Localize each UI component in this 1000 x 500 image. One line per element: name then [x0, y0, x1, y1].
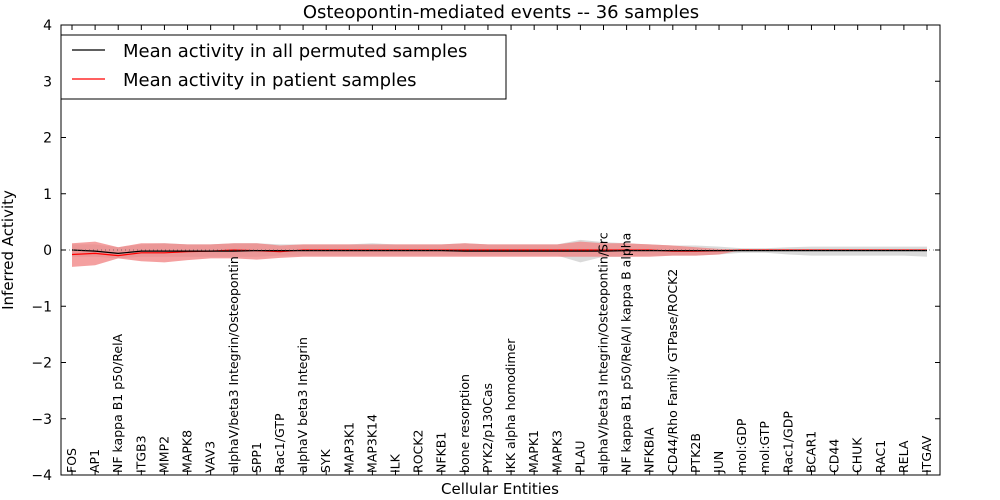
x-tick-label: alphaV beta3 Integrin: [295, 337, 310, 473]
x-tick-label: Rac1/GTP: [272, 413, 287, 473]
x-tick-label: ROCK2: [411, 430, 426, 473]
x-tick-label: RELA: [896, 440, 911, 473]
x-tick-label: JUN: [711, 451, 726, 474]
x-tick-label: alphaV/beta3 Integrin/Osteopontin/Src: [596, 232, 611, 473]
x-tick-label: SYK: [318, 448, 333, 473]
x-tick-label: MAP3K1: [341, 422, 356, 473]
x-tick-label: alphaV/beta3 Integrin/Osteopontin: [226, 256, 241, 473]
x-tick-label: ITGB3: [133, 435, 148, 473]
x-tick-label: BCAR1: [804, 431, 819, 473]
confidence-bands: [72, 239, 927, 267]
y-tick-label: 0: [43, 243, 52, 259]
legend-label-patient: Mean activity in patient samples: [123, 70, 417, 91]
permuted-line: [71, 249, 927, 255]
x-tick-label: CD44/Rho Family GTPase/ROCK2: [665, 269, 680, 473]
series-lines: [61, 249, 940, 257]
x-tick-label: AP1: [87, 449, 102, 473]
x-tick-label: IKK alpha homodimer: [503, 338, 518, 473]
y-tick-label: −3: [31, 412, 52, 428]
x-tick-label: ILK: [388, 453, 403, 473]
x-tick-label: RAC1: [873, 440, 888, 473]
y-tick-label: 4: [43, 18, 52, 34]
legend-label-permuted: Mean activity in all permuted samples: [123, 41, 467, 62]
y-axis-label: Inferred Activity: [0, 190, 17, 310]
x-tick-label: NFKB1: [434, 432, 449, 473]
y-tick-label: 3: [43, 74, 52, 90]
x-tick-label: ITGAV: [919, 435, 934, 473]
x-tick-label: MAP3K14: [364, 414, 379, 473]
x-tick-label: SPP1: [249, 442, 264, 473]
x-tick-label: PLAU: [572, 441, 587, 474]
x-axis-ticks: FOS AP1 NF kappa B1 p50/RelA ITGB3 MMP2 MAPK8…: [64, 25, 934, 475]
x-tick-label: FOS: [64, 448, 79, 473]
legend: Mean activity in all permuted samples Me…: [60, 34, 507, 100]
x-tick-label: VAV3: [203, 441, 218, 473]
x-tick-label: PTK2B: [688, 433, 703, 473]
x-tick-label: MMP2: [156, 436, 171, 473]
x-tick-label: CHUK: [850, 437, 865, 473]
x-tick-label: PYK2/p130Cas: [480, 383, 495, 473]
x-tick-label: mol:GDP: [734, 418, 749, 473]
y-tick-label: −4: [31, 468, 52, 484]
y-tick-label: 1: [43, 187, 52, 203]
y-axis-ticks: −4 −3 −2 −1 0 1 2 3 4: [31, 18, 940, 484]
legend-box: [60, 34, 507, 100]
x-tick-label: MAPK1: [526, 430, 541, 473]
x-tick-label: Rac1/GDP: [780, 411, 795, 473]
chart-title: Osteopontin-mediated events -- 36 sample…: [303, 2, 699, 23]
y-tick-label: −1: [31, 299, 52, 315]
patient-band: [72, 241, 927, 267]
x-tick-label: NF kappa B1 p50/RelA: [110, 333, 125, 473]
x-axis-label: Cellular Entities: [441, 480, 559, 498]
x-tick-label: mol:GTP: [757, 421, 772, 473]
x-tick-label: MAPK3: [549, 430, 564, 473]
x-tick-label: CD44: [827, 439, 842, 473]
x-tick-label: NF kappa B1 p50/RelA/I kappa B alpha: [619, 233, 634, 473]
x-tick-label: bone resorption: [457, 374, 472, 473]
x-tick-label: NFKBIA: [642, 427, 657, 473]
x-tick-label: MAPK8: [180, 430, 195, 473]
y-tick-label: −2: [31, 356, 52, 372]
y-tick-label: 2: [43, 131, 52, 147]
